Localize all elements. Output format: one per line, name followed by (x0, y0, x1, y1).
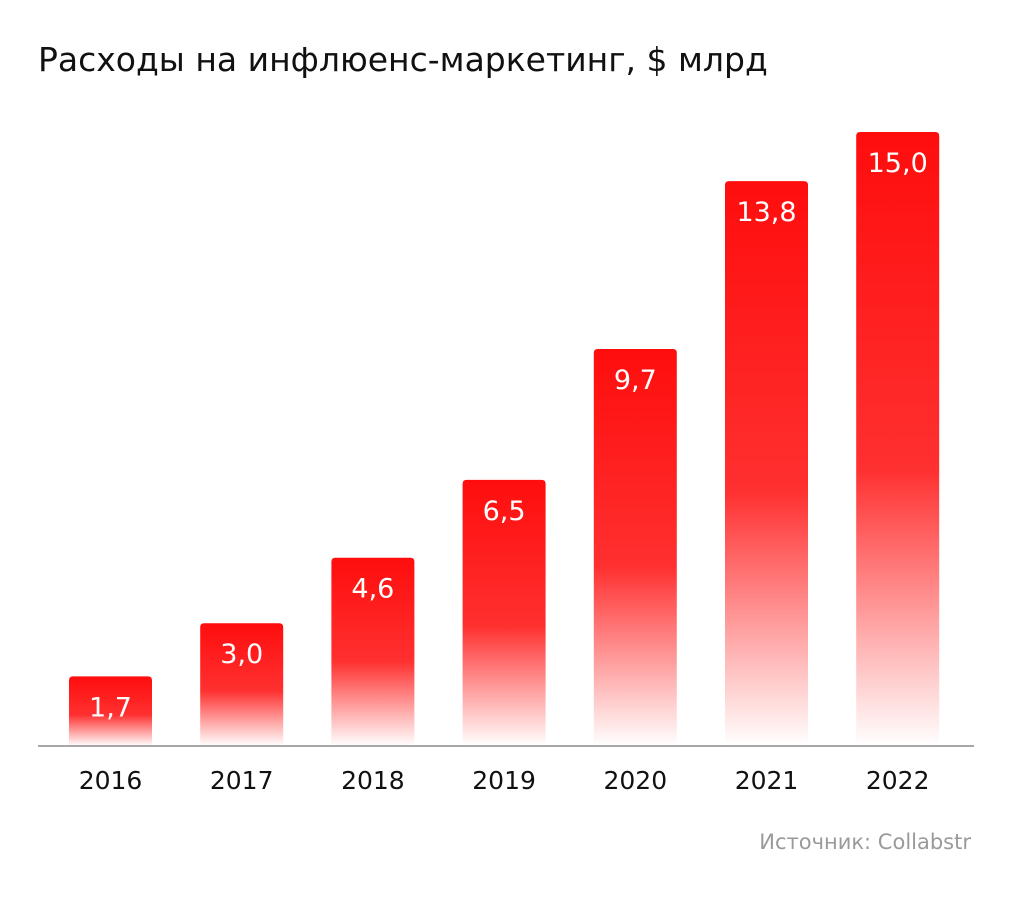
bar-2017 (200, 623, 284, 746)
value-labels-group: 1,7 3,0 4,6 6,5 9,7 13,8 15,0 (89, 148, 928, 723)
bar-2016 (69, 676, 152, 746)
value-label-2019: 6,5 (483, 496, 526, 527)
bar-2019 (462, 479, 546, 746)
source-note: Источник: Collabstr (759, 830, 971, 854)
x-tick-label-2021: 2021 (735, 766, 799, 795)
x-tick-label-2022: 2022 (866, 766, 930, 795)
value-label-2020: 9,7 (614, 365, 657, 396)
x-tick-label-2020: 2020 (603, 766, 667, 795)
bars-group (69, 132, 940, 746)
value-label-2017: 3,0 (220, 639, 263, 670)
value-label-2022: 15,0 (868, 148, 928, 179)
x-tick-label-2018: 2018 (341, 766, 405, 795)
value-label-2021: 13,8 (736, 197, 796, 228)
value-label-2018: 4,6 (351, 574, 394, 605)
bar-2020 (593, 348, 677, 746)
x-tick-labels-group: 2016 2017 2018 2019 2020 2021 2022 (79, 766, 930, 795)
bar-2018 (331, 557, 415, 746)
bar-2022 (856, 132, 940, 746)
bar-2021 (725, 181, 808, 746)
chart-title: Расходы на инфлюенс-маркетинг, $ млрд (38, 40, 768, 79)
x-tick-label-2019: 2019 (472, 766, 536, 795)
value-label-2016: 1,7 (89, 692, 132, 723)
x-tick-label-2017: 2017 (210, 766, 274, 795)
x-tick-label-2016: 2016 (79, 766, 143, 795)
